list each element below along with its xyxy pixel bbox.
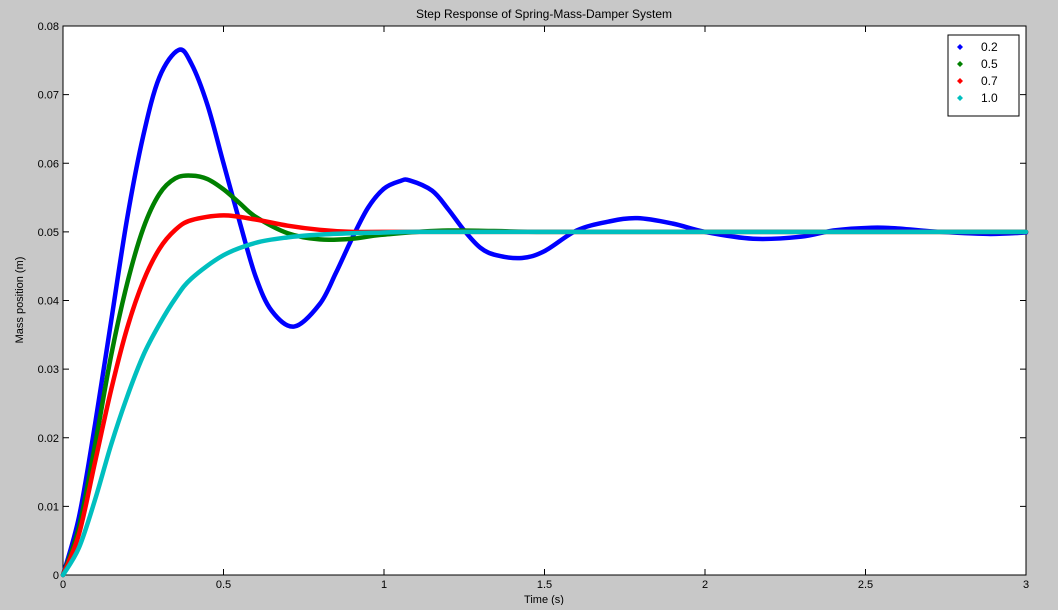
- x-tick-label: 1: [381, 579, 387, 591]
- y-tick-label: 0.06: [38, 158, 59, 170]
- legend-label: 0.5: [981, 57, 998, 71]
- y-tick-label: 0.03: [38, 364, 59, 376]
- y-axis-label: Mass position (m): [14, 257, 26, 344]
- axis-tick-labels: 0 0.5 1 1.5 2 2.5 3 0 0.01 0.02 0.03 0.04 0.05 0.06 0.…: [38, 21, 1029, 591]
- y-tick-label: 0.01: [38, 501, 59, 513]
- series-line-1.0: [60, 229, 1029, 578]
- y-tick-label: 0.04: [38, 296, 59, 308]
- x-tick-label: 2.5: [858, 579, 873, 591]
- legend-label: 0.7: [981, 74, 998, 88]
- legend-label: 0.2: [981, 40, 998, 54]
- x-tick-label: 2: [702, 579, 708, 591]
- y-tick-label: 0.02: [38, 433, 59, 445]
- legend-marker-0.2: [957, 44, 963, 50]
- legend-marker-0.5: [957, 61, 963, 67]
- x-tick-label: 0: [60, 579, 66, 591]
- y-tick-label: 0.08: [38, 21, 59, 33]
- x-axis-label: Time (s): [524, 594, 564, 605]
- plot-area: [62, 25, 1027, 576]
- legend-marker-0.7: [957, 78, 963, 84]
- legend-marker-1.0: [957, 95, 963, 101]
- x-tick-label: 0.5: [216, 579, 231, 591]
- x-tick-label: 3: [1023, 579, 1029, 591]
- y-tick-label: 0: [53, 570, 59, 582]
- chart-title: Step Response of Spring-Mass-Damper Syst…: [416, 7, 672, 21]
- legend-label: 1.0: [981, 91, 998, 105]
- x-tick-label: 1.5: [537, 579, 552, 591]
- y-tick-label: 0.07: [38, 90, 59, 102]
- series-line-0.2: [60, 47, 1029, 578]
- y-tick-label: 0.05: [38, 227, 59, 239]
- legend: 0.2 0.5 0.7 1.0: [947, 34, 1020, 117]
- series-layer: [60, 47, 1029, 578]
